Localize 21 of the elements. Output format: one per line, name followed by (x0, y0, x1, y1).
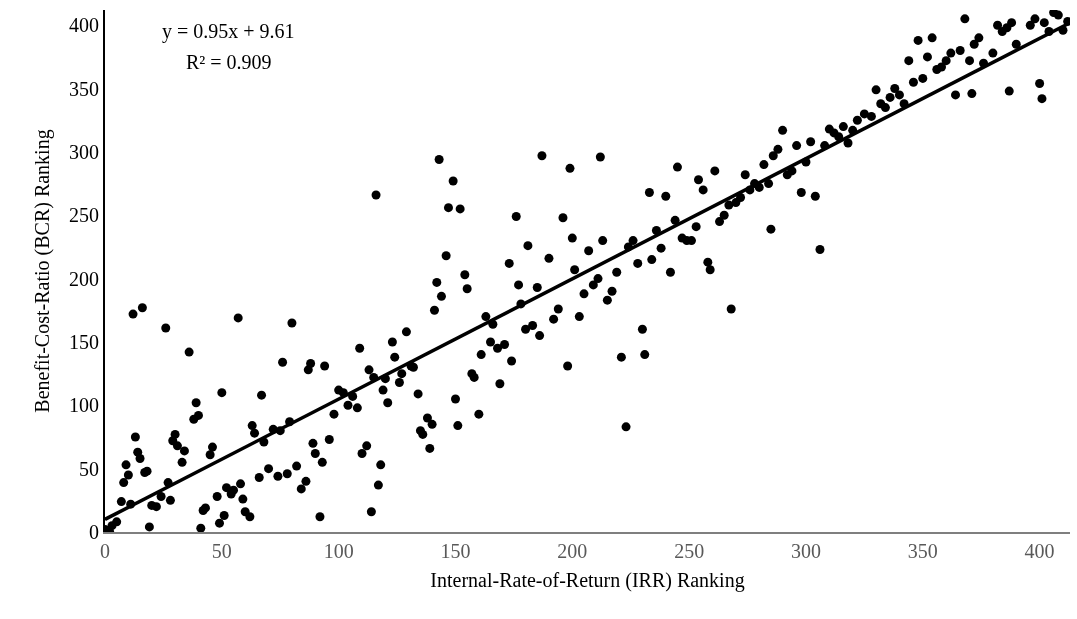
y-tick-label: 50 (79, 457, 99, 480)
x-tick-label: 250 (674, 540, 705, 562)
annotation: y = 0.95x + 9.61 (162, 20, 295, 43)
x-tick-label: 300 (790, 540, 821, 562)
annotation: R² = 0.909 (186, 51, 272, 73)
x-tick-label: 50 (211, 540, 232, 562)
y-tick-label: 0 (89, 521, 99, 543)
y-tick-label: 400 (69, 14, 99, 37)
x-tick-label: 200 (557, 540, 588, 562)
y-tick-label: 250 (69, 204, 99, 227)
y-tick-label: 200 (69, 267, 99, 290)
x-tick-label: 150 (440, 540, 471, 562)
x-axis-title: Internal-Rate-of-Return (IRR) Ranking (430, 569, 745, 592)
y-tick-label: 100 (69, 394, 99, 417)
y-axis-title: Benefit-Cost-Ratio (BCR) Ranking (31, 129, 54, 413)
x-tick-label: 400 (1024, 540, 1055, 562)
y-tick-label: 350 (69, 77, 99, 100)
y-tick-label: 150 (69, 330, 99, 353)
x-tick-label: 100 (323, 540, 354, 562)
y-tick-label: 300 (69, 140, 99, 163)
x-tick-label: 350 (907, 540, 938, 562)
